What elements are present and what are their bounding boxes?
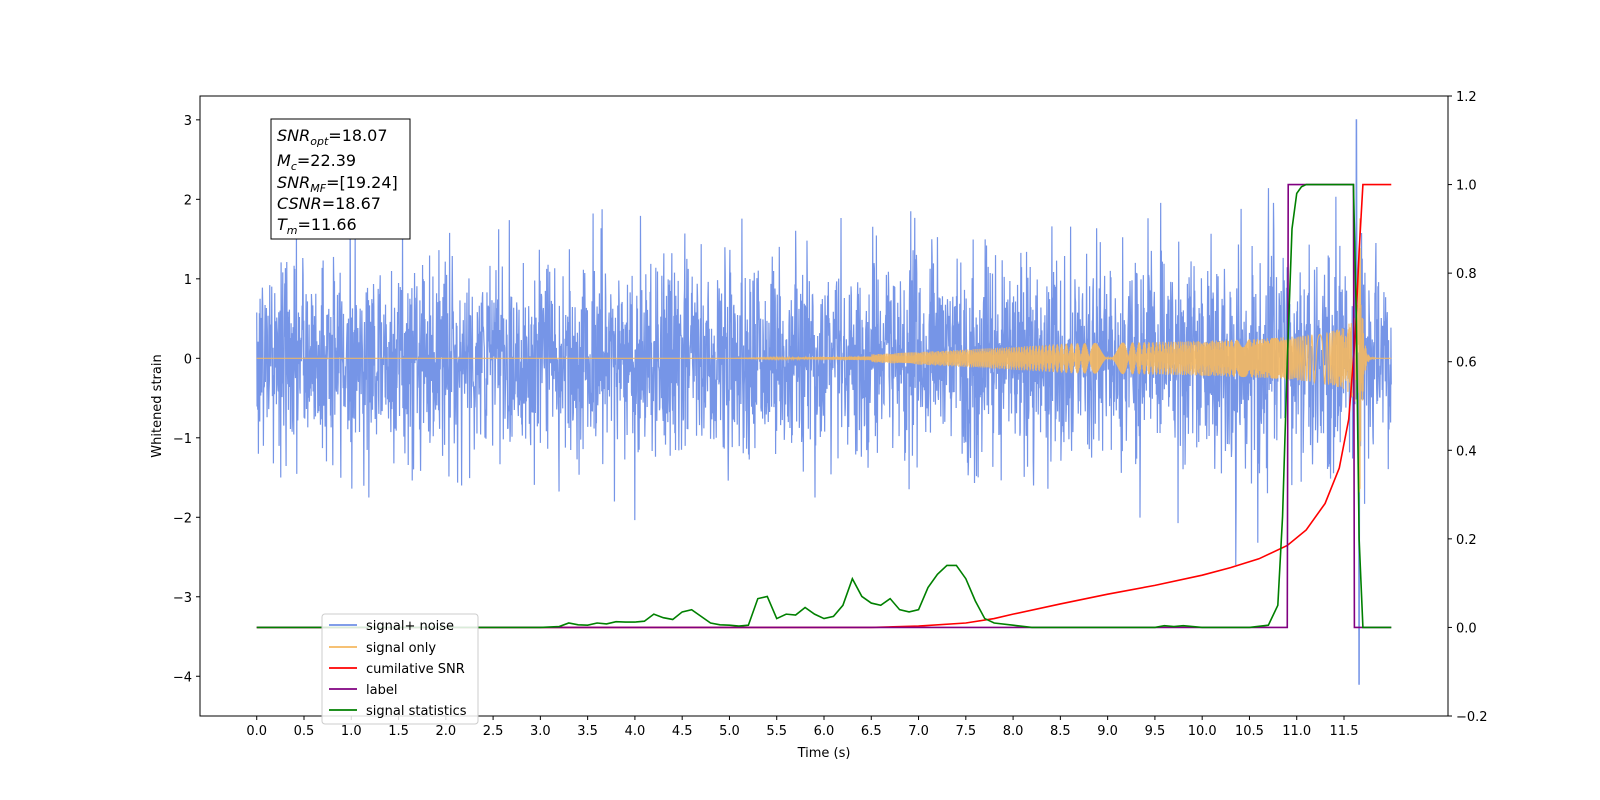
annotation-csnr-base: CSNR bbox=[277, 194, 322, 213]
annotation-frame bbox=[270, 118, 411, 240]
y-left-tick-label: 0 bbox=[184, 352, 192, 367]
legend-label-signal-noise: signal+ noise bbox=[366, 619, 454, 634]
x-tick-label: 7.0 bbox=[908, 724, 929, 739]
y-left-tick-label: 1 bbox=[184, 273, 192, 288]
y-left-tick-label: −4 bbox=[173, 670, 192, 685]
x-tick-label: 8.0 bbox=[1003, 724, 1024, 739]
y-left-tick-label: −3 bbox=[173, 591, 192, 606]
annotation-snr-opt: SNRopt=18.07 bbox=[277, 126, 388, 148]
x-tick-label: 2.5 bbox=[483, 724, 504, 739]
series-signal-statistics bbox=[256, 183, 1392, 629]
y-right-tick-label: −0.2 bbox=[1456, 710, 1488, 725]
annotation-mc: Mc=22.39 bbox=[277, 151, 356, 173]
legend-label-label: label bbox=[366, 683, 397, 698]
y-left-tick-label: 3 bbox=[184, 114, 192, 129]
x-tick-label: 6.5 bbox=[861, 724, 882, 739]
annotation-snr-opt-value: =18.07 bbox=[328, 126, 387, 145]
legend-frame bbox=[321, 613, 479, 725]
legend-label-cumilative-snr: cumilative SNR bbox=[366, 662, 465, 677]
annotation-mc-sub: c bbox=[291, 160, 297, 173]
x-axis-label: Time (s) bbox=[797, 746, 851, 761]
y-right-tick-label: 1.2 bbox=[1456, 90, 1477, 105]
x-tick-label: 1.0 bbox=[341, 724, 362, 739]
annotation-snr-mf-value: =[19.24] bbox=[326, 173, 398, 192]
legend-label-signal-only: signal only bbox=[366, 641, 436, 656]
y-left-tick-label: 2 bbox=[184, 193, 192, 208]
annotation-snr-opt-base: SNR bbox=[277, 126, 310, 145]
y-left-tick-label: −2 bbox=[173, 511, 192, 526]
x-tick-label: 10.0 bbox=[1188, 724, 1217, 739]
x-tick-label: 9.5 bbox=[1145, 724, 1166, 739]
x-tick-label: 4.5 bbox=[672, 724, 693, 739]
annotation-tm-base: T bbox=[277, 215, 288, 234]
annotation-csnr: CSNR=18.67 bbox=[277, 194, 381, 213]
annotation-snr-mf-sub: MF bbox=[310, 182, 326, 195]
annotation-snr-opt-sub: opt bbox=[310, 135, 329, 148]
annotation-tm: Tm=11.66 bbox=[277, 215, 357, 237]
y-right-tick-label: 0.2 bbox=[1456, 533, 1477, 548]
y-axis-label: Whitened strain bbox=[150, 354, 165, 457]
x-tick-label: 10.5 bbox=[1235, 724, 1264, 739]
x-tick-label: 1.5 bbox=[388, 724, 409, 739]
x-tick-label: 2.0 bbox=[435, 724, 456, 739]
annotation-snr-mf-base: SNR bbox=[277, 173, 310, 192]
annotation-csnr-value: =18.67 bbox=[322, 194, 381, 213]
y-right-tick-label: 1.0 bbox=[1456, 179, 1477, 194]
annotation-snr-mf: SNRMF=[19.24] bbox=[277, 173, 398, 195]
x-tick-label: 7.5 bbox=[955, 724, 976, 739]
x-tick-label: 4.0 bbox=[625, 724, 646, 739]
annotation-tm-value: =11.66 bbox=[298, 215, 357, 234]
annotation-box: SNRopt=18.07 Mc=22.39 SNRMF=[19.24] CSNR… bbox=[270, 118, 411, 240]
y-right-tick-label: 0.6 bbox=[1456, 356, 1477, 371]
x-tick-label: 0.0 bbox=[246, 724, 267, 739]
y-right-tick-label: 0.8 bbox=[1456, 267, 1477, 282]
x-tick-label: 9.0 bbox=[1097, 724, 1118, 739]
y-right-tick-label: 0.4 bbox=[1456, 444, 1477, 459]
x-tick-label: 11.0 bbox=[1282, 724, 1311, 739]
signal-only-line bbox=[256, 218, 1392, 493]
x-tick-label: 6.0 bbox=[814, 724, 835, 739]
x-tick-label: 3.5 bbox=[577, 724, 598, 739]
x-tick-label: 8.5 bbox=[1050, 724, 1071, 739]
y-axis-right-ticks: 1.2 1.0 0.8 0.6 0.4 0.2 0.0 −0.2 bbox=[1448, 90, 1488, 725]
annotation-tm-sub: m bbox=[287, 224, 298, 237]
x-tick-label: 11.5 bbox=[1330, 724, 1359, 739]
legend-label-signal-statistics: signal statistics bbox=[366, 704, 467, 719]
annotation-mc-base: M bbox=[277, 151, 291, 170]
series-signal-only bbox=[256, 218, 1392, 493]
x-tick-label: 0.5 bbox=[294, 724, 315, 739]
signal-statistics-line bbox=[256, 183, 1392, 629]
y-axis-left-ticks: 3 2 1 0 −1 −2 −3 −4 bbox=[173, 114, 200, 685]
x-tick-label: 3.0 bbox=[530, 724, 551, 739]
x-axis-ticks: 0.0 0.5 1.0 1.5 2.0 2.5 3.0 3.5 4.0 4.5 5.0 5.5 6.0 6… bbox=[246, 716, 1358, 739]
x-tick-label: 5.0 bbox=[719, 724, 740, 739]
y-right-tick-label: 0.0 bbox=[1456, 621, 1477, 636]
y-left-tick-label: −1 bbox=[173, 432, 192, 447]
x-tick-label: 5.5 bbox=[766, 724, 787, 739]
annotation-mc-value: =22.39 bbox=[297, 151, 356, 170]
legend: signal+ noise signal only cumilative SNR… bbox=[321, 613, 479, 725]
